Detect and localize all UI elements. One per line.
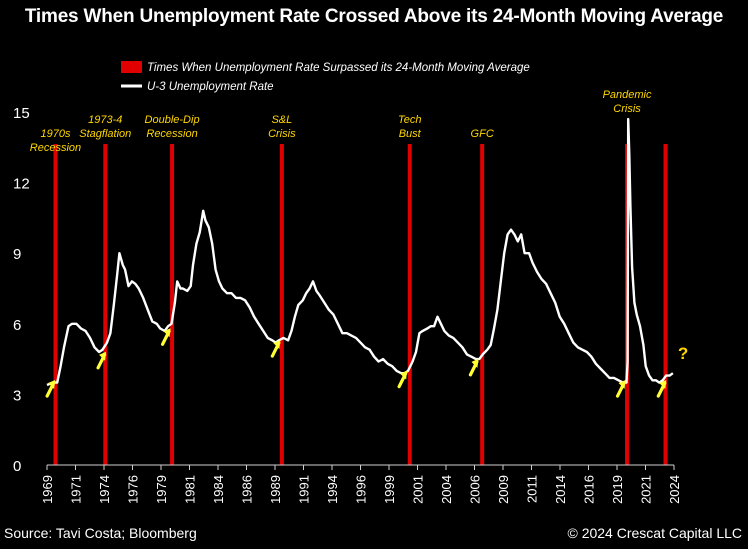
x-tick-label-20: 2019 <box>610 475 625 504</box>
x-tick-label-8: 1989 <box>268 475 283 504</box>
event-label-5-0: GFC <box>471 128 494 140</box>
y-tick-label-2: 6 <box>13 317 21 334</box>
legend-swatch-events <box>121 61 142 73</box>
event-label-0-0: 1970s <box>40 128 70 140</box>
y-tick-label-4: 12 <box>13 176 30 193</box>
x-tick-label-9: 1991 <box>297 475 312 504</box>
x-tick-label-7: 1986 <box>240 475 255 504</box>
event-label-3-1: Crisis <box>268 128 296 140</box>
arrow-head-6 <box>618 380 626 390</box>
x-tick-label-10: 1994 <box>325 475 340 504</box>
event-label-1-0: 1973-4 <box>88 114 122 126</box>
x-tick-label-3: 1976 <box>126 475 141 504</box>
arrow-head-0 <box>48 380 56 390</box>
x-tick-label-11: 1996 <box>354 475 369 504</box>
event-bar-7 <box>663 144 668 465</box>
arrow-head-7 <box>659 380 667 390</box>
question-annotation: ? <box>678 344 688 363</box>
event-labels: 1970s Recession 1973-4 Stagflation Double-Di… <box>30 89 688 363</box>
legend-label-line: U-3 Unemployment Rate <box>147 81 274 93</box>
event-bar-0 <box>53 144 58 465</box>
arrow-head-2 <box>163 328 171 338</box>
legend-label-events: Times When Unemployment Rate Surpassed i… <box>147 62 530 74</box>
unemployment-line-group <box>46 117 674 387</box>
event-bar-5 <box>480 144 485 465</box>
arrow-head-5 <box>471 358 479 368</box>
x-tick-label-18: 2014 <box>553 475 568 504</box>
x-tick-label-15: 2006 <box>468 475 483 504</box>
x-tick-label-6: 1984 <box>211 475 226 504</box>
event-label-4-0: Tech <box>398 114 421 126</box>
x-tick-label-13: 2001 <box>411 475 426 504</box>
event-label-6-1: Crisis <box>613 103 641 115</box>
x-tick-label-16: 2009 <box>496 475 511 504</box>
series-line-0 <box>46 117 674 387</box>
arrow-markers <box>45 328 667 398</box>
y-tick-label-5: 15 <box>13 105 30 122</box>
x-tick-label-1: 1971 <box>69 475 84 504</box>
x-tick-label-14: 2004 <box>439 475 454 504</box>
arrow-head-3 <box>273 340 281 350</box>
event-label-2-1: Recession <box>146 128 197 140</box>
legend: Times When Unemployment Rate Surpassed i… <box>121 61 530 93</box>
arrow-head-1 <box>99 351 107 361</box>
x-tick-label-22: 2024 <box>667 475 682 504</box>
event-label-2-0: Double-Dip <box>145 114 200 126</box>
event-label-1-1: Stagflation <box>79 128 131 140</box>
chart-title: Times When Unemployment Rate Crossed Abo… <box>24 6 724 27</box>
event-label-6-0: Pandemic <box>603 89 652 101</box>
event-bar-3 <box>279 144 284 465</box>
event-label-0-1: Recession <box>30 142 81 154</box>
x-tick-label-2: 1974 <box>97 475 112 504</box>
event-bar-4 <box>407 144 412 465</box>
axes: 0 3 6 9 12 15 1969 1971 1974 1976 1979 1981 1984 1986… <box>13 105 682 504</box>
x-tick-label-21: 2021 <box>639 475 654 504</box>
y-tick-label-0: 0 <box>13 458 21 475</box>
x-tick-label-0: 1969 <box>40 475 55 504</box>
x-tick-label-5: 1981 <box>183 475 198 504</box>
x-tick-label-4: 1979 <box>154 475 169 504</box>
event-label-3-0: S&L <box>271 114 292 126</box>
y-tick-label-1: 3 <box>13 387 21 404</box>
arrow-head-4 <box>400 370 408 380</box>
x-tick-label-19: 2016 <box>582 475 597 504</box>
copyright-text: © 2024 Crescat Capital LLC <box>567 525 742 541</box>
y-tick-label-3: 9 <box>13 246 21 263</box>
x-tick-label-17: 2011 <box>525 475 540 503</box>
source-text: Source: Tavi Costa; Bloomberg <box>4 525 197 541</box>
event-bar-2 <box>170 144 175 465</box>
event-bar-1 <box>103 144 108 465</box>
x-tick-label-12: 1999 <box>382 475 397 504</box>
event-label-4-1: Bust <box>399 128 422 140</box>
